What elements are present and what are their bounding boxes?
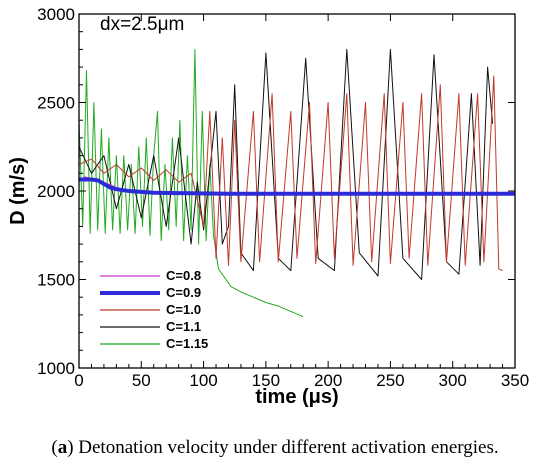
x-tick-label: 50 bbox=[132, 371, 151, 390]
axis-ticks: 0 50 100 150 200 250 300 350 1000 1500 2000 2500 300… bbox=[37, 5, 529, 390]
x-axis-label: time (μs) bbox=[255, 386, 338, 408]
y-tick-label: 2000 bbox=[37, 182, 75, 201]
x-tick-label: 200 bbox=[314, 371, 342, 390]
figure-caption: (a) Detonation velocity under different … bbox=[51, 437, 499, 458]
legend-label: C=1.15 bbox=[166, 336, 208, 351]
legend-label: C=0.8 bbox=[166, 268, 201, 283]
detonation-velocity-chart: 0 50 100 150 200 250 300 350 1000 1500 2000 2500 300… bbox=[7, 5, 529, 408]
x-tick-label: 300 bbox=[439, 371, 467, 390]
legend-label: C=1.0 bbox=[166, 302, 201, 317]
x-tick-label: 350 bbox=[501, 371, 529, 390]
dx-annotation: dx=2.5μm bbox=[100, 14, 184, 35]
y-axis-label: D (m/s) bbox=[7, 157, 29, 225]
caption-text: Detonation velocity under different acti… bbox=[73, 437, 499, 458]
series-line-C10 bbox=[78, 75, 503, 272]
x-tick-label: 0 bbox=[74, 371, 83, 390]
x-tick-label: 250 bbox=[376, 371, 404, 390]
y-tick-label: 2500 bbox=[37, 94, 75, 113]
x-tick-label: 150 bbox=[252, 371, 280, 390]
y-tick-label: 1500 bbox=[37, 271, 75, 290]
legend: C=0.8 C=0.9 C=1.0 C=1.1 C=1.15 bbox=[100, 268, 208, 351]
x-tick-label: 100 bbox=[189, 371, 217, 390]
series-line-C09 bbox=[79, 177, 515, 196]
caption-label: a bbox=[57, 437, 68, 458]
y-tick-label: 1000 bbox=[37, 359, 75, 378]
series-line-C11 bbox=[78, 48, 494, 280]
series-lines bbox=[78, 48, 515, 318]
y-tick-label: 3000 bbox=[37, 5, 75, 24]
legend-label: C=1.1 bbox=[166, 319, 201, 334]
legend-label: C=0.9 bbox=[166, 285, 201, 300]
